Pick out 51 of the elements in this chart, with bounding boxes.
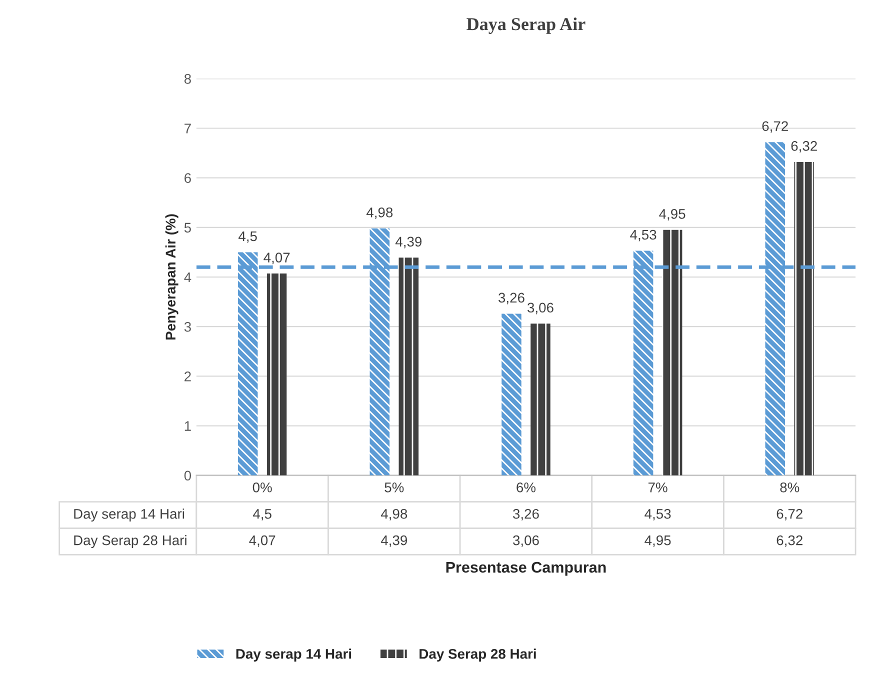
text: 3,06 [528, 302, 554, 314]
y-tick-label: 3 [184, 322, 191, 332]
data-label: 4,5 [253, 509, 272, 520]
x-tick-label: 7% [648, 482, 668, 492]
bar [398, 258, 419, 476]
text: 6,32 [791, 141, 817, 153]
text: Day Serap 28 Hari [74, 535, 186, 548]
text: 4,53 [630, 230, 656, 242]
bar [794, 162, 814, 476]
bar [238, 252, 258, 476]
legend-label: Day serap 14 Hari [236, 648, 352, 662]
bar [662, 230, 682, 476]
y-axis-title: Penyerapan Air (%) [165, 214, 178, 340]
y-tick-label: 7 [184, 124, 191, 134]
data-label: 4,39 [380, 535, 408, 547]
data-label: 3,06 [512, 535, 539, 547]
y-tick-label: 5 [184, 222, 191, 233]
data-label: 4,95 [644, 535, 671, 547]
x-tick-label: 8% [780, 482, 800, 492]
text: 4,98 [366, 208, 393, 219]
data-label: 6,72 [776, 508, 802, 520]
bar [633, 250, 654, 476]
y-tick-label: 4 [184, 272, 192, 282]
y-tick-label: 2 [184, 372, 191, 382]
y-tick-label: 6 [184, 173, 191, 184]
legend-label: Day Serap 28 Hari [420, 648, 536, 662]
data-label: 3,26 [512, 508, 539, 520]
data-label: 4,53 [644, 508, 671, 520]
text: 4,5 [238, 231, 257, 243]
text: 4,07 [264, 252, 290, 264]
bar [530, 324, 550, 476]
bar [502, 314, 522, 476]
x-tick-label: 5% [384, 482, 404, 492]
bar [370, 228, 390, 476]
chart-title: Daya Serap Air [466, 18, 586, 34]
data-label: 4,98 [380, 508, 408, 520]
text: 3,26 [498, 292, 524, 304]
y-tick-label: 1 [184, 421, 191, 431]
text: Day serap 14 Hari [74, 508, 184, 522]
text: 4,39 [395, 236, 422, 248]
data-label: 6,32 [776, 535, 802, 547]
x-tick-label: 0% [252, 482, 272, 492]
y-tick-label: 8 [184, 74, 191, 84]
x-axis-title: Presentase Campuran [446, 562, 606, 576]
bar [765, 142, 786, 476]
y-tick-label: 0 [184, 470, 192, 481]
text: 4,95 [659, 208, 686, 220]
bar [266, 274, 287, 476]
x-tick-label: 6% [516, 482, 536, 492]
text: 6,72 [762, 121, 788, 133]
data-label: 4,07 [249, 535, 276, 547]
